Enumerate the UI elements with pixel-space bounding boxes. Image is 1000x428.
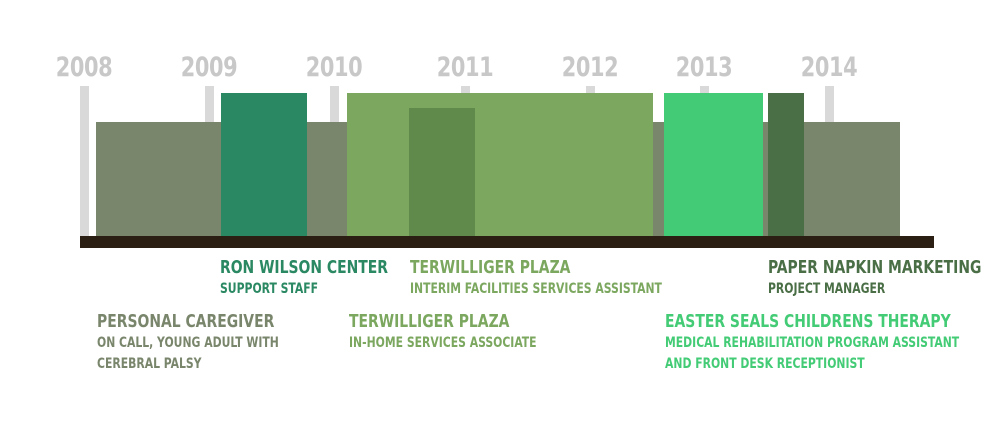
- year-label-2014: 2014: [800, 52, 858, 83]
- job-bar-easter-seals: [664, 93, 763, 237]
- job-label-personal-caregiver: PERSONAL CAREGIVER ON CALL, YOUNG ADULT …: [97, 311, 279, 375]
- job-role: SUPPORT STAFF: [220, 281, 319, 297]
- job-role: PROJECT MANAGER: [768, 281, 886, 297]
- job-role: CEREBRAL PALSY: [97, 356, 202, 372]
- job-role: ON CALL, YOUNG ADULT WITH: [97, 335, 279, 351]
- job-role: AND FRONT DESK RECEPTIONIST: [665, 356, 865, 372]
- job-title: EASTER SEALS CHILDRENS THERAPY: [665, 311, 951, 332]
- job-title: PAPER NAPKIN MARKETING: [768, 257, 982, 278]
- timeline-baseline: [80, 236, 934, 248]
- year-label-2013: 2013: [675, 52, 733, 83]
- year-label-2012: 2012: [561, 52, 619, 83]
- job-role: IN-HOME SERVICES ASSOCIATE: [349, 335, 537, 351]
- job-title: PERSONAL CAREGIVER: [97, 311, 275, 332]
- job-title: TERWILLIGER PLAZA: [349, 311, 510, 332]
- year-tick-2008: [80, 86, 89, 238]
- job-bar-paper-napkin-marketing: [768, 93, 804, 237]
- job-bar-ron-wilson-center: [221, 93, 307, 237]
- job-label-terwilliger-facilities: TERWILLIGER PLAZA INTERIM FACILITIES SER…: [410, 257, 662, 300]
- job-label-paper-napkin-marketing: PAPER NAPKIN MARKETING PROJECT MANAGER: [768, 257, 981, 300]
- year-label-2009: 2009: [180, 52, 238, 83]
- year-label-2008: 2008: [55, 52, 113, 83]
- job-label-terwilliger-in-home: TERWILLIGER PLAZA IN-HOME SERVICES ASSOC…: [349, 311, 537, 354]
- year-label-2011: 2011: [436, 52, 494, 83]
- job-label-ron-wilson-center: RON WILSON CENTER SUPPORT STAFF: [220, 257, 388, 300]
- job-label-easter-seals: EASTER SEALS CHILDRENS THERAPY MEDICAL R…: [665, 311, 959, 375]
- year-label-2010: 2010: [305, 52, 363, 83]
- job-title: TERWILLIGER PLAZA: [410, 257, 571, 278]
- job-title: RON WILSON CENTER: [220, 257, 388, 278]
- job-role: MEDICAL REHABILITATION PROGRAM ASSISTANT: [665, 335, 960, 351]
- job-role: INTERIM FACILITIES SERVICES ASSISTANT: [410, 281, 662, 297]
- job-bar-terwilliger-facilities: [347, 93, 653, 237]
- job-bar-terwilliger-in-home: [409, 108, 475, 237]
